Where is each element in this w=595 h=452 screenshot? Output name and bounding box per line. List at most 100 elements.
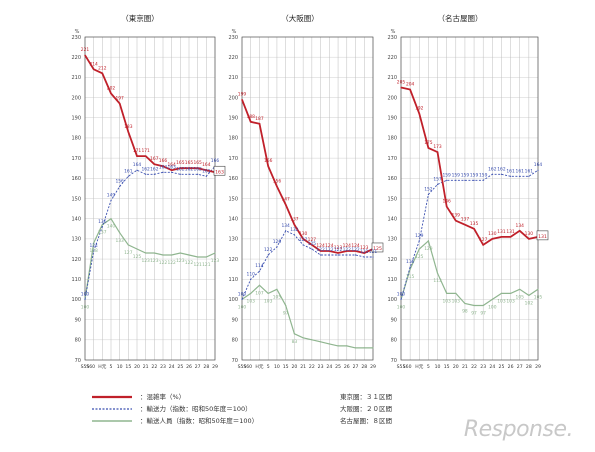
plot-frame-nagoya	[400, 36, 539, 361]
legend-capacity-label: ：輸送力（指数：昭和50年度＝100）	[140, 405, 252, 413]
point-passengers-tokyo	[197, 256, 199, 258]
y-tick-label-tokyo: 120	[71, 257, 81, 263]
data-label-capacity-tokyo: 162	[150, 166, 159, 172]
y-unit-nagoya: %	[391, 29, 396, 35]
point-capacity-tokyo	[84, 298, 86, 301]
y-tick-label-tokyo: 150	[71, 196, 81, 202]
data-label-congestion-tokyo: 165	[176, 160, 185, 166]
x-tick-label-nagoya: S60	[403, 364, 412, 370]
data-label-capacity-tokyo: 163	[159, 164, 168, 170]
point-capacity-tokyo	[136, 169, 138, 171]
point-passengers-osaka	[267, 292, 269, 294]
x-tick-label-osaka: 24	[326, 364, 332, 370]
y-tick-label-osaka: 210	[228, 75, 238, 81]
data-label-capacity-tokyo: 100	[81, 291, 90, 297]
y-tick-label-tokyo: 210	[71, 75, 81, 81]
data-label-passengers-nagoya: 100	[397, 304, 406, 310]
x-tick-label-osaka: 25	[335, 364, 341, 370]
data-label-passengers-tokyo: 121	[193, 262, 202, 268]
y-tick-label-osaka: 140	[228, 216, 238, 222]
data-label-congestion-osaka: 156	[273, 178, 282, 184]
data-label-passengers-nagoya: 97	[471, 310, 477, 316]
point-capacity-nagoya	[519, 175, 521, 177]
final-value-box-osaka	[371, 242, 384, 253]
point-capacity-nagoya	[409, 266, 411, 268]
data-label-passengers-tokyo: 123	[150, 258, 159, 264]
point-passengers-tokyo	[127, 244, 129, 246]
data-label-passengers-nagoya: 105	[516, 294, 525, 300]
data-label-congestion-nagoya: 131	[497, 229, 506, 235]
point-congestion-tokyo	[171, 169, 173, 171]
point-congestion-osaka	[276, 185, 278, 187]
data-label-passengers-tokyo: 100	[81, 304, 90, 310]
data-label-congestion-osaka: 130	[299, 231, 308, 237]
point-passengers-tokyo	[162, 254, 164, 256]
y-tick-label-nagoya: 80	[391, 338, 397, 344]
x-tick-label-osaka: 27	[353, 364, 359, 370]
note-osaka: 大阪圏：２０区間	[340, 405, 392, 413]
data-label-congestion-tokyo: 164	[167, 162, 176, 168]
data-label-congestion-osaka: 123	[360, 245, 369, 251]
point-capacity-osaka	[346, 254, 348, 256]
data-label-congestion-tokyo: 221	[81, 47, 90, 53]
x-tick-label-nagoya: 25	[499, 364, 505, 370]
data-label-capacity-osaka: 121	[369, 249, 378, 255]
point-congestion-nagoya	[418, 113, 420, 115]
data-label-capacity-osaka: 110	[247, 271, 256, 277]
data-label-capacity-nagoya: 162	[497, 166, 506, 172]
x-tick-label-osaka: 22	[309, 364, 315, 370]
y-tick-label-tokyo: 160	[71, 176, 81, 182]
point-passengers-nagoya	[436, 272, 439, 274]
y-tick-label-tokyo: 110	[71, 277, 81, 283]
note-tokyo: 東京圏：３１区間	[340, 393, 392, 401]
data-label-capacity-tokyo: 164	[133, 162, 142, 168]
point-capacity-tokyo	[153, 173, 155, 175]
data-label-capacity-tokyo: 162	[185, 166, 194, 172]
data-label-capacity-nagoya: 129	[415, 233, 424, 239]
y-tick-label-nagoya: 210	[387, 75, 397, 81]
data-label-passengers-tokyo: 123	[211, 258, 220, 264]
point-passengers-osaka	[311, 339, 313, 341]
x-tick-label-tokyo: 24	[169, 364, 175, 370]
point-passengers-nagoya	[500, 292, 503, 294]
point-passengers-osaka	[354, 347, 357, 349]
point-congestion-nagoya	[519, 230, 521, 232]
point-passengers-osaka	[293, 333, 295, 335]
data-label-congestion-nagoya: 131	[506, 229, 515, 235]
data-label-capacity-tokyo: 149	[107, 193, 116, 199]
data-label-capacity-nagoya: 159	[470, 172, 479, 178]
x-tick-label-tokyo: 20	[134, 364, 140, 370]
point-congestion-nagoya	[446, 205, 448, 208]
legend: ：混雑率（%） ：輸送力（指数：昭和50年度＝100） ：輸送人員（指数：昭和5…	[92, 391, 512, 441]
point-capacity-nagoya	[510, 175, 512, 177]
point-congestion-osaka	[328, 250, 330, 252]
data-label-congestion-tokyo: 166	[159, 158, 168, 164]
x-tick-label-tokyo: 28	[203, 364, 209, 370]
point-passengers-tokyo	[171, 254, 173, 256]
point-passengers-tokyo	[93, 242, 95, 244]
data-label-congestion-tokyo: 171	[133, 148, 142, 154]
point-capacity-tokyo	[119, 185, 121, 187]
data-label-capacity-tokyo: 163	[167, 164, 176, 170]
point-congestion-tokyo	[205, 169, 207, 171]
y-unit-osaka: %	[232, 29, 237, 35]
plot-frame-osaka	[241, 36, 374, 361]
data-label-passengers-nagoya: 103	[442, 298, 451, 304]
point-congestion-osaka	[285, 203, 287, 206]
y-tick-label-nagoya: 110	[387, 277, 397, 283]
final-value-box-nagoya	[536, 230, 549, 241]
point-congestion-tokyo	[84, 54, 86, 56]
point-capacity-osaka	[258, 270, 261, 272]
legend-congestion-label: ：混雑率（%）	[140, 393, 186, 401]
data-label-capacity-nagoya: 164	[534, 162, 543, 168]
point-congestion-osaka	[311, 244, 313, 246]
data-label-capacity-tokyo: 162	[193, 166, 202, 172]
data-label-capacity-osaka: 122	[325, 247, 334, 253]
y-tick-label-osaka: 150	[228, 196, 238, 202]
point-passengers-nagoya	[482, 304, 484, 307]
point-capacity-osaka	[276, 246, 278, 248]
point-capacity-osaka	[337, 254, 339, 256]
data-label-capacity-osaka: 100	[238, 291, 247, 297]
point-capacity-osaka	[372, 256, 374, 258]
legend-passengers-label: ：輸送人員（指数：昭和50年度＝100）	[140, 417, 259, 425]
